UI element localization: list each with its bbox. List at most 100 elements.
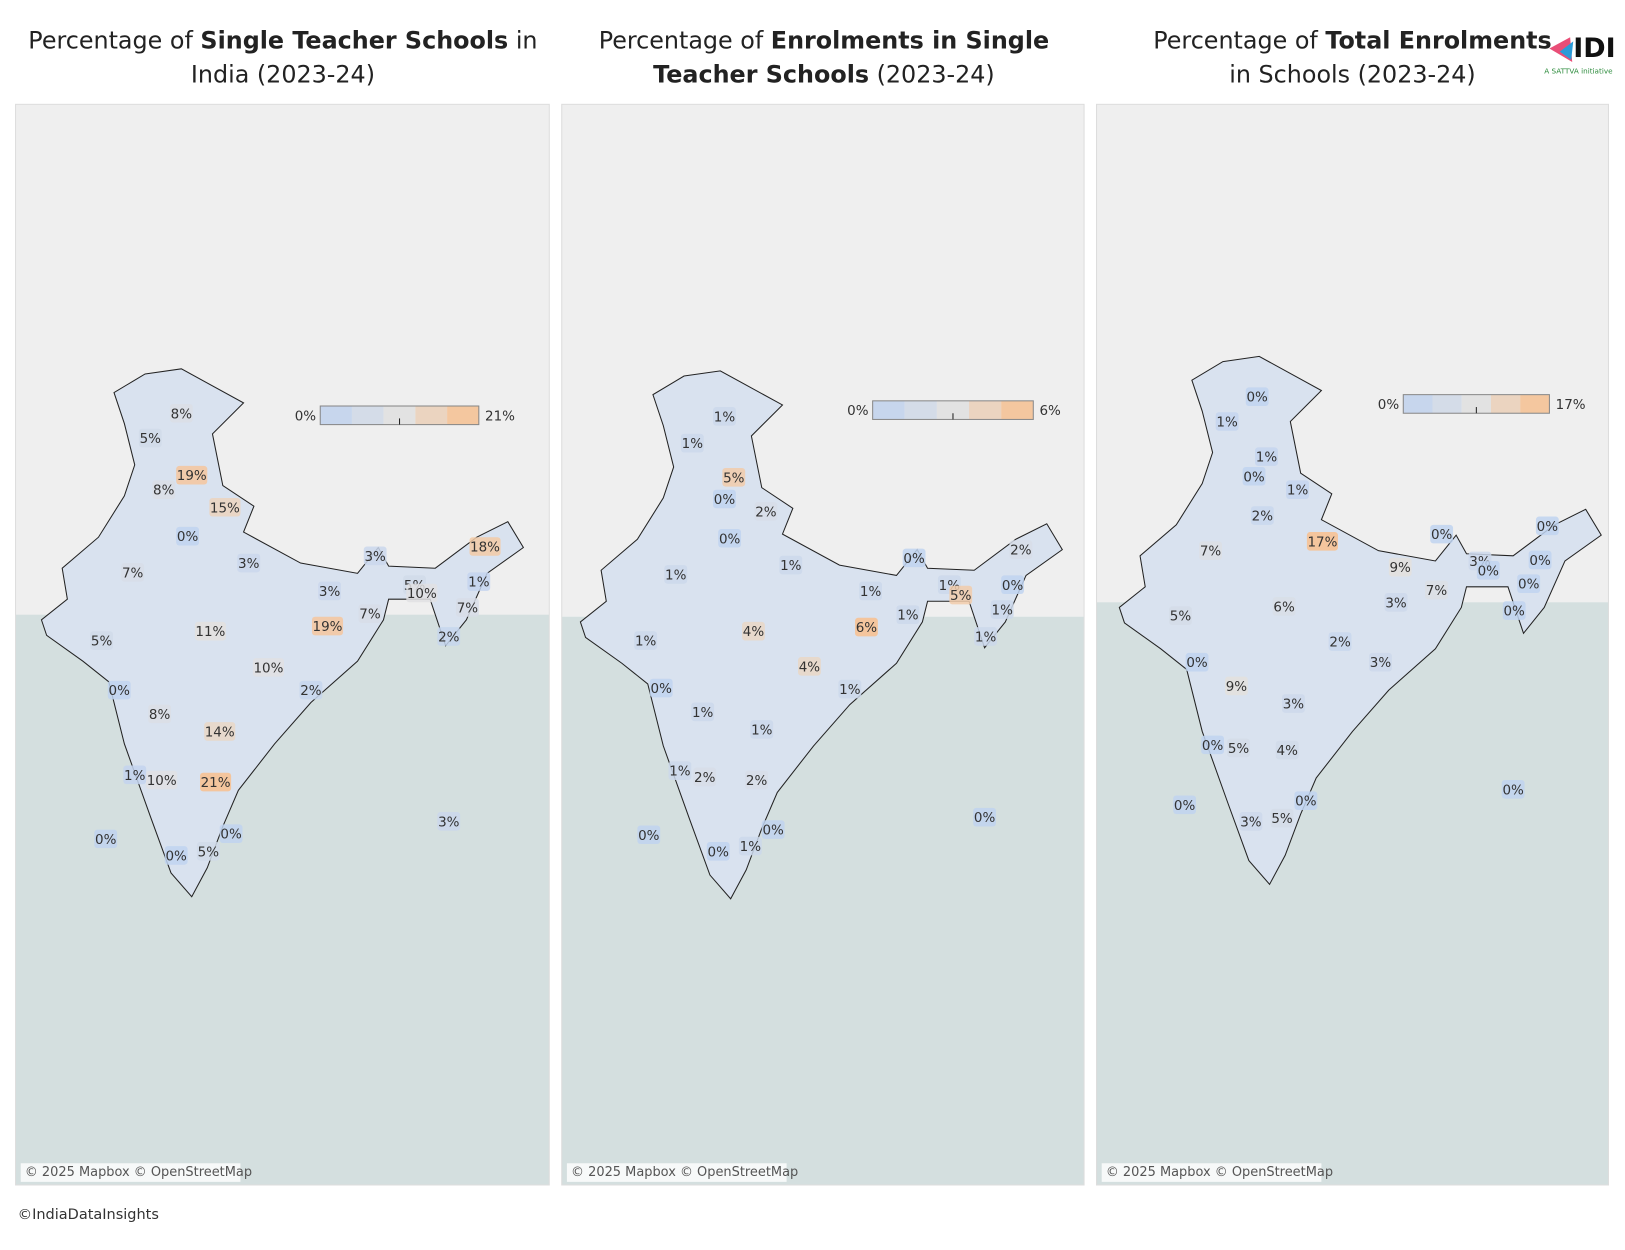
region-label: 3%: [1240, 815, 1262, 830]
region-label: 2%: [694, 771, 716, 786]
region-value: [123, 765, 147, 785]
panel-border: [1095, 103, 1610, 1186]
region-value: [974, 627, 998, 646]
panel-border: [15, 103, 550, 1186]
region-label: 2%: [746, 774, 768, 789]
region-value: [152, 480, 176, 499]
map-title: India (2023-24): [191, 60, 375, 88]
region-value: [1270, 808, 1294, 828]
region-value: [406, 583, 438, 603]
region-label: 3%: [364, 550, 386, 565]
region-label: 0%: [177, 530, 199, 545]
region-label: 0%: [714, 493, 736, 508]
region-value: [855, 617, 878, 637]
region-value: [90, 631, 113, 650]
region-label: 2%: [755, 505, 777, 520]
region-value: [742, 621, 765, 641]
region-value: [738, 836, 762, 856]
legend-step: [904, 400, 937, 420]
region-label: 0%: [1174, 799, 1196, 814]
legend-step: [447, 406, 479, 425]
region-label: 2%: [1329, 636, 1351, 651]
region-value: [1250, 506, 1274, 525]
region-value: [1173, 795, 1197, 815]
region-label: 0%: [220, 828, 242, 843]
region-value: [1502, 601, 1526, 620]
region-value: [1185, 652, 1209, 672]
region-label: 9%: [1389, 561, 1411, 576]
map-panel: Percentage of Total Enrolments in Schools…: [1095, 26, 1610, 1186]
legend-max: 21%: [485, 409, 515, 424]
title-segment: Single Teacher Schools: [200, 26, 508, 54]
region-value: [358, 604, 382, 623]
region-value: [1328, 632, 1352, 651]
region-value: [146, 770, 178, 790]
region-value: [1239, 812, 1263, 831]
region-label: 15%: [210, 501, 240, 516]
region-label: 1%: [682, 437, 704, 452]
region-value: [1275, 740, 1299, 760]
logo-icon-2: [1559, 41, 1574, 60]
map-title: Percentage of Single Teacher Schools in: [28, 26, 537, 54]
region-value: [1476, 560, 1500, 580]
region-value: [1169, 606, 1192, 626]
region-label: 5%: [723, 471, 745, 486]
legend-step: [383, 406, 416, 425]
map-title: Teacher Schools (2023-24): [653, 60, 995, 88]
region-value: [1255, 447, 1278, 466]
region-value: [209, 497, 241, 517]
region-value: [718, 528, 742, 548]
region-label: 5%: [1271, 812, 1293, 827]
legend-step: [1461, 394, 1491, 414]
region-label: 3%: [1283, 698, 1305, 713]
region-value: [750, 720, 774, 739]
region-label: 0%: [1202, 739, 1224, 754]
region-label: 2%: [1010, 544, 1032, 559]
title-segment: in Schools (2023-24): [1229, 60, 1475, 88]
region-label: 1%: [665, 568, 687, 583]
region-label: 8%: [171, 407, 193, 422]
region-label: 11%: [195, 625, 225, 640]
region-label: 10%: [407, 587, 437, 602]
legend-step: [1432, 394, 1462, 414]
region-value: [107, 680, 131, 700]
region-label: 0%: [719, 532, 741, 547]
attribution: © 2025 Mapbox © OpenStreetMap: [25, 1165, 252, 1180]
map-title: in Schools (2023-24): [1229, 60, 1475, 88]
region-label: 0%: [95, 833, 117, 848]
region-value: [1242, 466, 1266, 486]
region-label: 2%: [300, 684, 322, 699]
region-value: [713, 489, 736, 509]
title-segment: India (2023-24): [191, 60, 375, 88]
region-value: [1286, 480, 1309, 499]
map-title: Percentage of Total Enrolments: [1153, 26, 1551, 54]
region-label: 1%: [897, 609, 919, 624]
legend-step: [969, 400, 1002, 420]
region-value: [1272, 597, 1296, 616]
region-value: [1215, 412, 1239, 431]
region-value: [148, 704, 172, 724]
region-value: [299, 680, 323, 700]
region-label: 1%: [1216, 416, 1238, 431]
region-value: [219, 824, 243, 844]
region-value: [200, 772, 232, 792]
legend-step: [1403, 394, 1433, 414]
map-panel: Percentage of Enrolments in Single Teache…: [561, 26, 1085, 1186]
region-value: [437, 812, 461, 831]
region-label: 19%: [313, 620, 343, 635]
region-value: [121, 563, 145, 582]
region-label: 1%: [992, 604, 1014, 619]
region-label: 2%: [438, 630, 460, 645]
region-value: [1245, 387, 1269, 407]
region-value: [1517, 574, 1541, 593]
region-label: 5%: [91, 635, 113, 650]
region-value: [1227, 738, 1250, 758]
region-value: [469, 537, 501, 556]
region-label: 0%: [1518, 578, 1540, 593]
region-label: 21%: [201, 776, 231, 791]
region-value: [779, 555, 803, 575]
region-value: [1369, 652, 1392, 672]
region-value: [204, 722, 236, 741]
legend-step: [1490, 394, 1521, 414]
region-label: 0%: [974, 811, 996, 826]
